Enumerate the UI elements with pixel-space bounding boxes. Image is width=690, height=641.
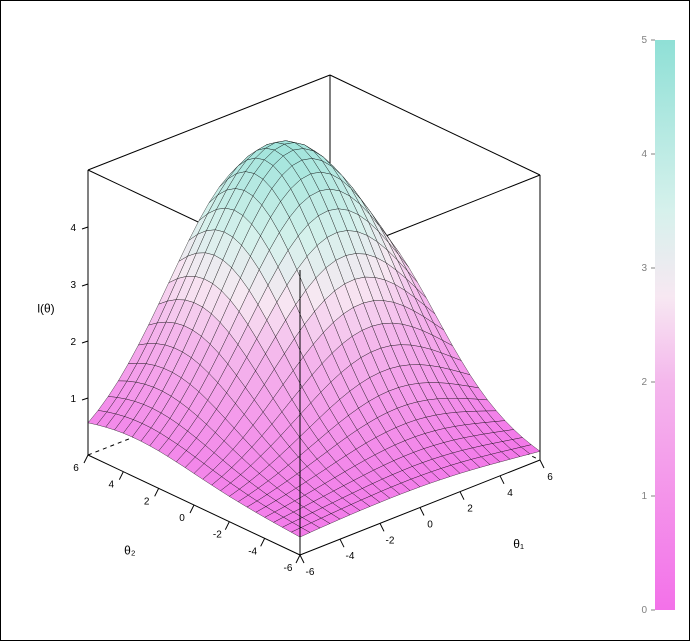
- surface-plot-svg: -6 -4 -2 0 2 4 6 -6 -4 -2 0 2 4 6 1 2 3 4 θ₁ θ₂ l(θ) 0 1 2 3 4 5: [0, 0, 690, 641]
- y-tick-label: -4: [248, 546, 257, 557]
- x-tick-label: 2: [467, 504, 473, 515]
- x-tick-label: -4: [346, 551, 355, 562]
- colorbar-tick: 4: [641, 149, 647, 160]
- colorbar-tick: 5: [641, 35, 647, 46]
- x-tick-label: 0: [427, 520, 433, 531]
- colorbar-tick: 0: [641, 605, 647, 616]
- z-tick-label: 4: [70, 223, 76, 234]
- z-tick-label: 1: [70, 394, 76, 405]
- x-tick-label: 6: [547, 472, 553, 483]
- colorbar-gradient: [655, 40, 675, 610]
- y-tick-label: -6: [284, 563, 293, 574]
- z-axis-label: l(θ): [37, 302, 54, 316]
- colorbar-tick: 1: [641, 491, 647, 502]
- colorbar-tick: 2: [641, 377, 647, 388]
- colorbar-tick: 3: [641, 263, 647, 274]
- x-tick-label: -2: [386, 535, 395, 546]
- x-tick-label: -6: [306, 567, 315, 578]
- z-tick-label: 2: [70, 337, 76, 348]
- x-axis-label: θ₁: [513, 537, 524, 551]
- y-tick-label: 2: [144, 496, 150, 507]
- x-tick-label: 4: [507, 488, 513, 499]
- y-axis-label: θ₂: [124, 543, 136, 557]
- y-tick-label: 0: [179, 513, 185, 524]
- z-tick-label: 3: [70, 280, 76, 291]
- surface-plot-container: -6 -4 -2 0 2 4 6 -6 -4 -2 0 2 4 6 1 2 3 4 θ₁ θ₂ l(θ) 0 1 2 3 4 5: [0, 0, 690, 641]
- y-tick-label: -2: [213, 530, 222, 541]
- y-tick-label: 6: [73, 463, 79, 474]
- y-tick-label: 4: [109, 480, 115, 491]
